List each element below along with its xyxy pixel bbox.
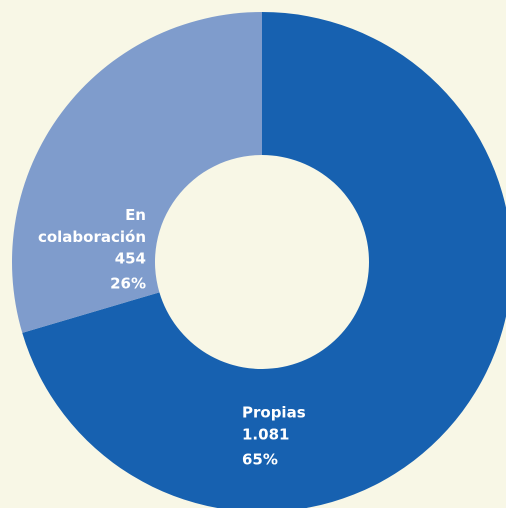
slice-value: 454 xyxy=(115,250,146,268)
slice-label: En colaboración xyxy=(38,206,146,246)
slice-label: Propias xyxy=(242,404,306,422)
slice-percent: 26% xyxy=(110,275,146,293)
slice-value: 1.081 xyxy=(242,426,289,444)
donut-slice xyxy=(22,12,506,508)
donut-slice xyxy=(11,12,262,333)
slice-percent: 65% xyxy=(242,451,278,469)
